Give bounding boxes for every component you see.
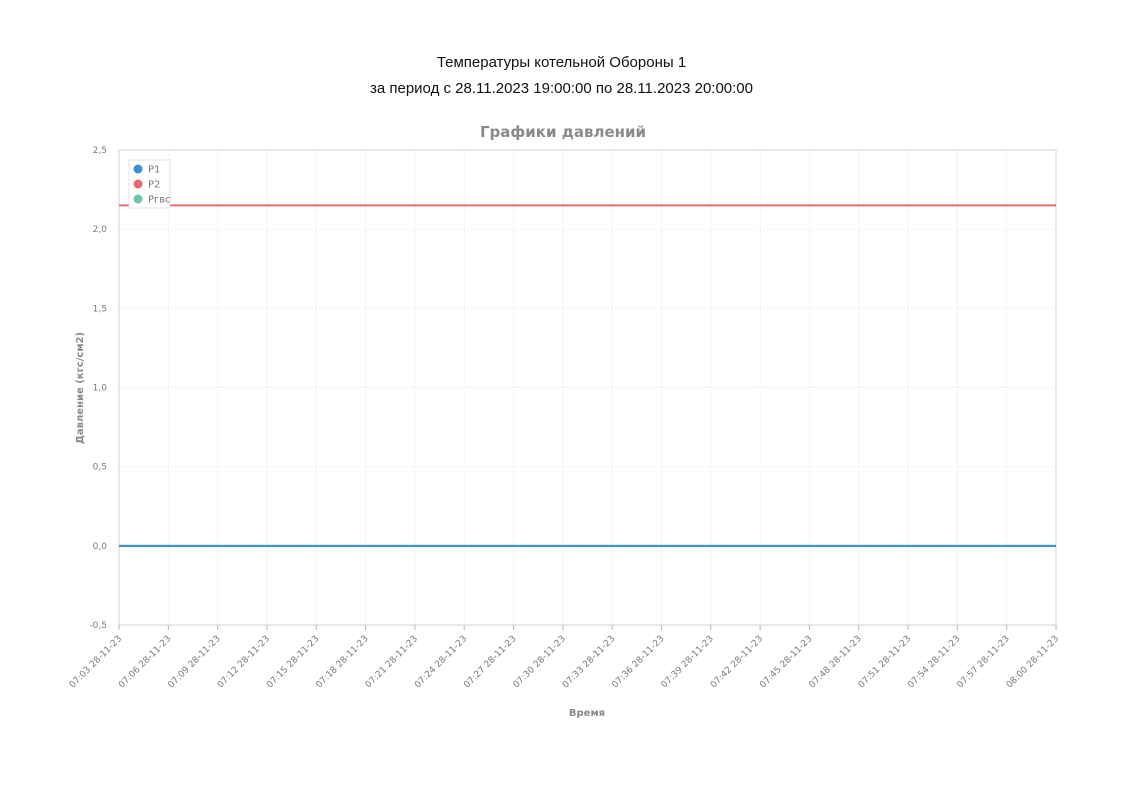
y-axis-label: Давление (кгс/см2): [75, 332, 86, 444]
x-tick-label: 07:09 28-11-23: [166, 634, 222, 690]
y-tick-label: 2,0: [93, 225, 108, 235]
x-tick-label: 07:57 28-11-23: [955, 634, 1011, 690]
x-tick-label: 07:12 28-11-23: [216, 634, 272, 690]
report-title: Температуры котельной Обороны 1: [436, 54, 687, 71]
chart-title: Графики давлений: [480, 123, 646, 141]
y-tick-label: -0,5: [89, 621, 107, 631]
y-tick-label: 0,0: [93, 542, 108, 552]
chart-grid: [118, 149, 1057, 626]
y-tick-label: 0,5: [93, 463, 107, 473]
x-tick-label: 07:27 28-11-23: [462, 634, 518, 690]
x-tick-label: 07:51 28-11-23: [857, 634, 913, 690]
x-tick-label: 07:45 28-11-23: [758, 634, 814, 690]
y-tick-label: 2,5: [93, 146, 107, 156]
x-tick-label: 07:21 28-11-23: [364, 634, 420, 690]
legend-marker: [133, 194, 143, 204]
x-tick-label: 07:18 28-11-23: [314, 634, 370, 690]
x-tick-label: 07:42 28-11-23: [709, 634, 765, 690]
y-tick-label: 1,0: [93, 384, 108, 394]
legend-label: Ргвс: [148, 195, 171, 206]
y-axis-ticks: 2,5 2,0 1,5 1,0 0,5 0,0 -0,5: [89, 146, 107, 631]
x-tick-label: 07:48 28-11-23: [808, 634, 864, 690]
x-tick-label: 07:39 28-11-23: [660, 634, 716, 690]
legend-marker: [133, 164, 143, 174]
x-tick-label: 08:00 28-11-23: [1005, 634, 1061, 690]
x-tick-label: 07:36 28-11-23: [610, 634, 666, 690]
legend-marker: [133, 179, 143, 189]
x-tick-label: 07:06 28-11-23: [117, 634, 173, 690]
y-tick-label: 1,5: [93, 304, 107, 314]
report-subtitle: за период с 28.11.2023 19:00:00 по 28.11…: [369, 80, 753, 97]
legend-label: P1: [148, 165, 160, 176]
chart-legend: P1 P2 Ргвс: [128, 159, 171, 209]
x-axis-label: Время: [569, 708, 605, 719]
x-tick-label: 07:15 28-11-23: [265, 634, 321, 690]
series-lines: [119, 204, 1056, 547]
x-tick-label: 07:03 28-11-23: [68, 634, 124, 690]
plot-area: [118, 149, 1057, 626]
x-tick-label: 07:54 28-11-23: [906, 634, 962, 690]
legend-label: P2: [148, 180, 160, 191]
x-tick-label: 07:33 28-11-23: [561, 634, 617, 690]
x-tick-label: 07:30 28-11-23: [512, 634, 568, 690]
x-tick-label: 07:24 28-11-23: [413, 634, 469, 690]
